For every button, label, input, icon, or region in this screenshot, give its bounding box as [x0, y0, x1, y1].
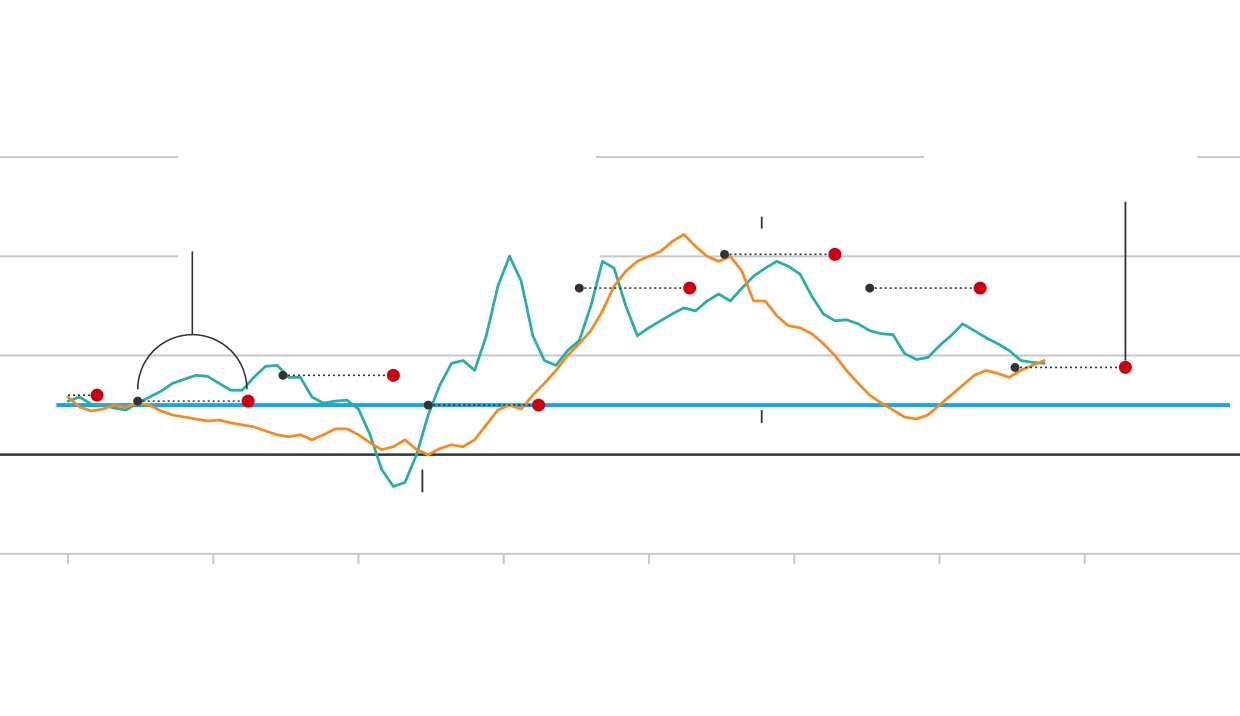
annotation-anchor-2: [278, 370, 288, 380]
annotations: [68, 201, 1132, 493]
baseline-layer: [0, 403, 1240, 456]
callout-arc: [136, 333, 248, 390]
annotation-anchor-7: [1010, 362, 1020, 372]
annotation-anchor-1: [133, 396, 143, 406]
annotation-anchor-5: [720, 249, 730, 259]
series-line-orange: [66, 233, 1046, 457]
annotation-anchor-6: [865, 283, 875, 293]
annotation-marker-4: [683, 281, 697, 295]
annotation-marker-2: [386, 368, 400, 382]
annotation-marker-5: [828, 247, 842, 261]
annotation-marker-7: [1118, 360, 1132, 374]
annotation-marker-0: [90, 388, 104, 402]
annotation-anchor-3: [423, 400, 433, 410]
gridlines: [0, 156, 1240, 564]
annotation-marker-1: [241, 394, 255, 408]
annotation-anchor-4: [574, 283, 584, 293]
annotation-marker-3: [532, 398, 546, 412]
annotation-marker-6: [973, 281, 987, 295]
series-line-teal: [66, 254, 1046, 488]
series-lines: [66, 233, 1046, 488]
